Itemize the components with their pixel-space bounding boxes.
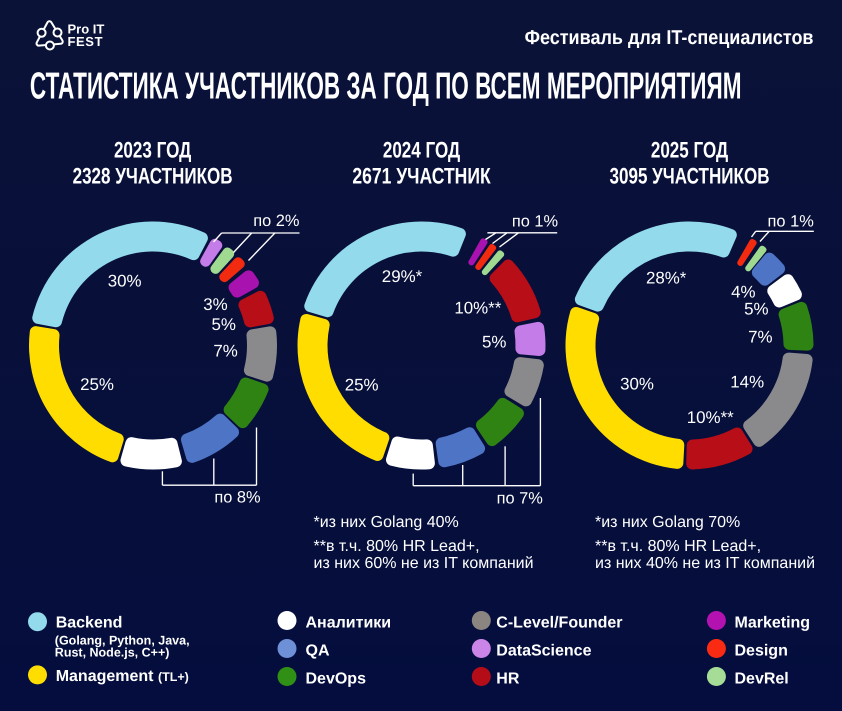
svg-text:30%: 30%	[108, 272, 142, 291]
svg-text:по 1%: по 1%	[512, 213, 558, 231]
svg-text:2025 ГОД: 2025 ГОД	[651, 138, 728, 163]
svg-text:5%: 5%	[744, 300, 768, 319]
svg-text:5%: 5%	[211, 315, 235, 334]
svg-text:HR: HR	[496, 671, 520, 688]
svg-text:4%: 4%	[731, 283, 755, 302]
svg-text:25%: 25%	[345, 376, 379, 395]
svg-text:СТАТИСТИКА УЧАСТНИКОВ ЗА ГОД П: СТАТИСТИКА УЧАСТНИКОВ ЗА ГОД ПО ВСЕМ МЕР…	[30, 65, 742, 107]
svg-text:Pro IT: Pro IT	[68, 22, 105, 37]
svg-text:DevRel: DevRel	[735, 671, 789, 688]
svg-text:2328 УЧАСТНИКОВ: 2328 УЧАСТНИКОВ	[73, 164, 233, 189]
svg-text:3095 УЧАСТНИКОВ: 3095 УЧАСТНИКОВ	[609, 164, 769, 189]
svg-text:DataScience: DataScience	[496, 643, 591, 660]
svg-text:Rust, Node.js, C++): Rust, Node.js, C++)	[55, 646, 170, 660]
svg-text:2671 УЧАСТНИК: 2671 УЧАСТНИК	[352, 164, 491, 189]
svg-text:**в т.ч. 80% HR Lead+,: **в т.ч. 80% HR Lead+,	[314, 538, 480, 555]
svg-text:7%: 7%	[748, 328, 772, 347]
svg-text:*из них Golang 70%: *из них Golang 70%	[595, 514, 740, 531]
svg-text:7%: 7%	[213, 342, 237, 361]
svg-text:30%: 30%	[620, 375, 654, 394]
svg-text:10%**: 10%**	[454, 299, 501, 318]
svg-text:Фестиваль для IT-специалистов: Фестиваль для IT-специалистов	[525, 27, 814, 49]
svg-text:Backend: Backend	[56, 615, 123, 632]
svg-text:по 8%: по 8%	[214, 489, 260, 507]
svg-text:2024 ГОД: 2024 ГОД	[383, 138, 460, 163]
svg-text:**в т.ч. 80% HR Lead+,: **в т.ч. 80% HR Lead+,	[595, 538, 761, 555]
svg-text:Marketing: Marketing	[735, 615, 811, 632]
svg-text:QA: QA	[306, 643, 330, 660]
svg-text:по 7%: по 7%	[497, 490, 543, 508]
svg-text:14%: 14%	[730, 373, 764, 392]
svg-text:из них 60% не из IT компаний: из них 60% не из IT компаний	[314, 555, 534, 572]
svg-text:FEST: FEST	[68, 34, 104, 49]
svg-text:*из них Golang 40%: *из них Golang 40%	[314, 514, 459, 531]
svg-text:C-Level/Founder: C-Level/Founder	[496, 615, 622, 632]
svg-text:из них 40% не из IT компаний: из них 40% не из IT компаний	[595, 555, 815, 572]
svg-text:28%*: 28%*	[646, 269, 687, 288]
svg-text:по 1%: по 1%	[768, 213, 814, 231]
svg-text:10%**: 10%**	[687, 408, 734, 427]
svg-text:25%: 25%	[80, 375, 114, 394]
svg-text:DevOps: DevOps	[306, 671, 367, 688]
svg-text:2023 ГОД: 2023 ГОД	[114, 138, 191, 163]
svg-text:Аналитики: Аналитики	[306, 615, 392, 632]
svg-text:(Golang, Python, Java,: (Golang, Python, Java,	[55, 634, 190, 648]
svg-text:Management (TL+): Management (TL+)	[56, 668, 189, 685]
svg-text:Design: Design	[735, 643, 788, 660]
svg-text:5%: 5%	[482, 333, 506, 352]
svg-text:по 2%: по 2%	[253, 212, 299, 230]
svg-text:3%: 3%	[203, 295, 227, 314]
svg-text:29%*: 29%*	[382, 267, 423, 286]
